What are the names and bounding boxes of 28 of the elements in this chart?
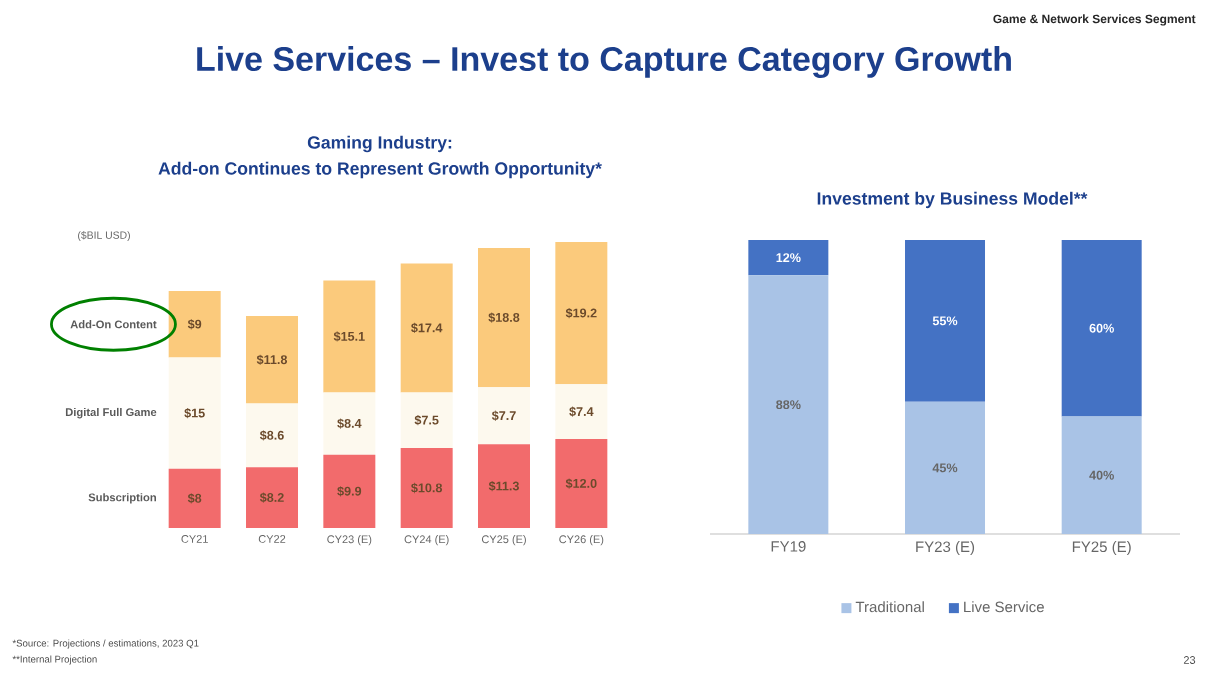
bar bbox=[1061, 240, 1142, 417]
bar bbox=[246, 403, 299, 468]
bar bbox=[748, 240, 829, 276]
chart-title: Investment by Business Model** bbox=[817, 191, 1088, 209]
bar bbox=[905, 240, 986, 402]
bar bbox=[555, 439, 608, 528]
bar bbox=[168, 468, 221, 528]
bar bbox=[748, 275, 829, 534]
bar bbox=[400, 263, 453, 393]
bar bbox=[478, 387, 530, 445]
bar bbox=[478, 444, 530, 528]
bar bbox=[168, 357, 221, 469]
bar bbox=[400, 447, 453, 528]
chart-title: Gaming Industry: bbox=[307, 135, 452, 153]
bar bbox=[323, 392, 376, 455]
bar bbox=[555, 384, 608, 440]
bar bbox=[905, 401, 986, 534]
bar bbox=[1061, 416, 1142, 534]
text: Live Services – Invest to Capture Category Growth bbox=[197, 46, 1011, 78]
bar bbox=[555, 241, 608, 385]
bar bbox=[323, 280, 376, 393]
bar bbox=[246, 467, 299, 528]
bar bbox=[400, 392, 453, 448]
bar bbox=[478, 247, 530, 388]
chart-subtitle: Add-on Continues to Represent Growth Opportunity* bbox=[158, 161, 602, 179]
bar bbox=[168, 290, 221, 358]
bar bbox=[246, 316, 299, 404]
bar bbox=[323, 454, 376, 528]
